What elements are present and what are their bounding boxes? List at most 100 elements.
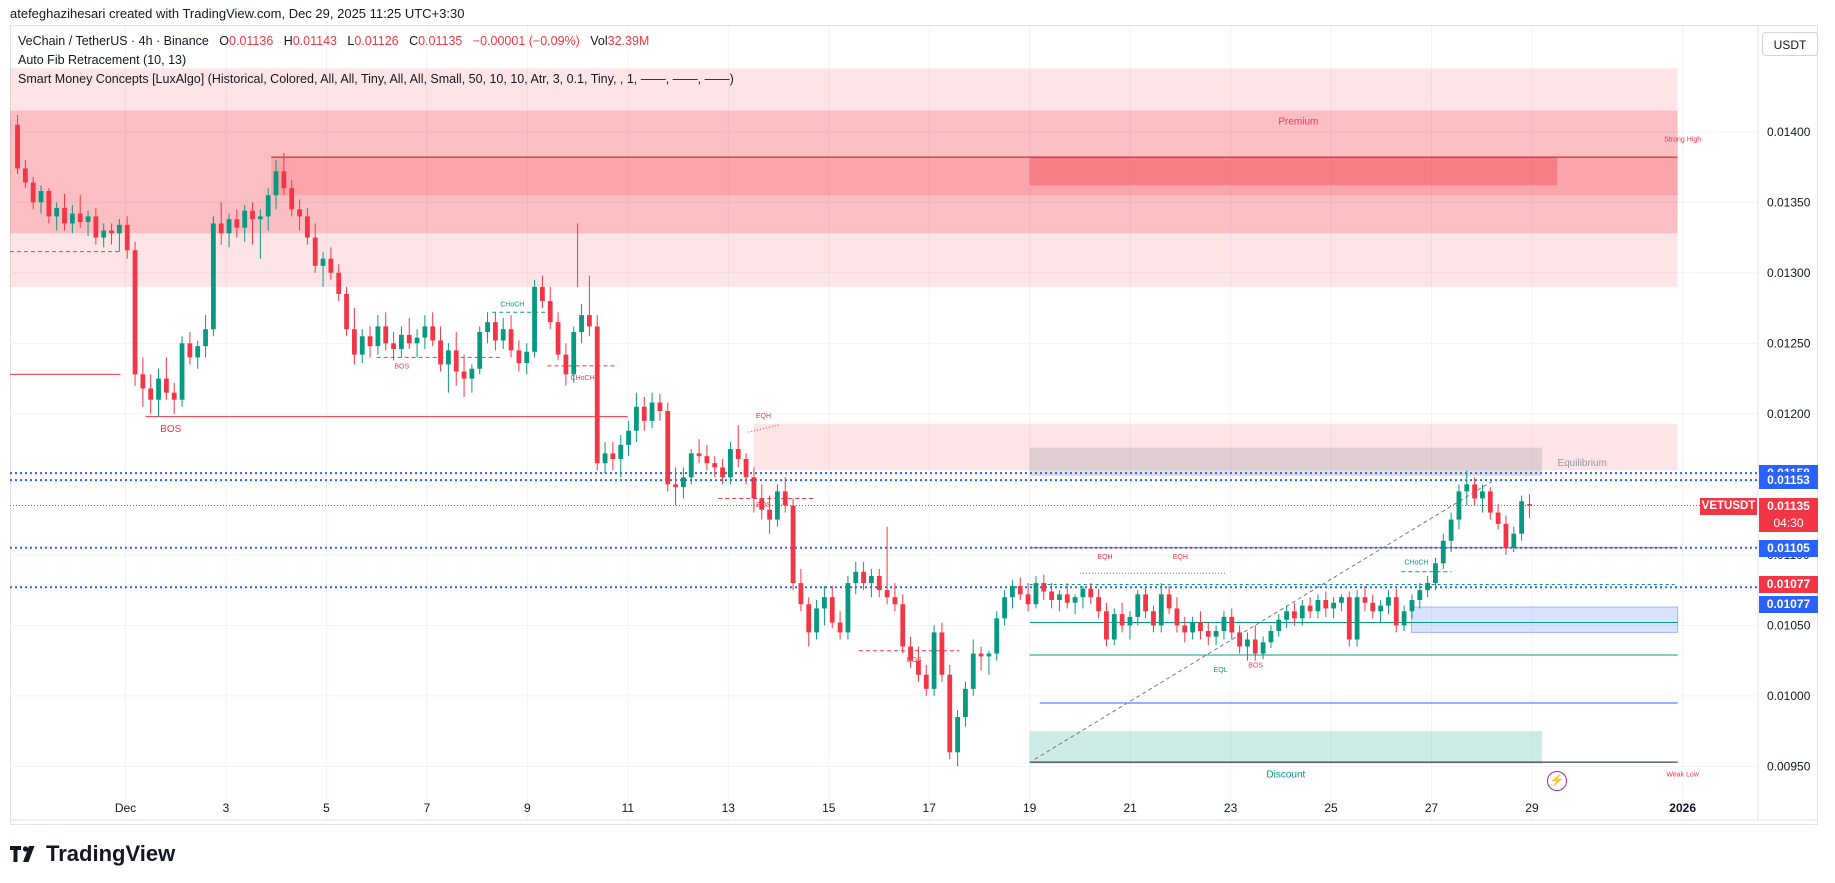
candle-body — [1362, 597, 1368, 603]
candle-body — [908, 646, 913, 661]
candle-body — [273, 171, 279, 196]
candle-body — [626, 430, 631, 445]
candle-body — [681, 477, 686, 488]
smc-label: Strong High — [1664, 137, 1701, 144]
demand-block — [1410, 606, 1679, 633]
candle-body — [916, 660, 921, 675]
close-label: C — [409, 34, 419, 48]
premium-core — [1029, 157, 1558, 186]
candle-body — [610, 453, 616, 459]
price-tick-label: 0.01200 — [1767, 407, 1811, 421]
candle-body — [587, 315, 592, 327]
indicator-smc[interactable]: Smart Money Concepts [LuxAlgo] (Historic… — [18, 72, 734, 86]
candle-body — [1049, 591, 1054, 600]
candle-body — [1205, 631, 1211, 637]
candle-body — [1315, 599, 1321, 612]
time-tick-label: 9 — [524, 801, 531, 815]
candle-body — [1323, 599, 1329, 609]
fib-trend-line — [1034, 481, 1493, 760]
low-label: L — [347, 34, 355, 48]
zone-label: Premium — [1278, 117, 1318, 128]
low-value: 0.01126 — [354, 34, 399, 48]
supply-block — [10, 110, 1678, 234]
price-tick-label: 0.01350 — [1767, 195, 1811, 209]
symbol-title[interactable]: VeChain / TetherUS · 4h · Binance — [18, 34, 209, 48]
candle-body — [782, 491, 788, 506]
candle-body — [1284, 611, 1290, 620]
open-label: O — [219, 34, 230, 48]
candle-body — [1339, 597, 1344, 603]
open-value: 0.01136 — [229, 34, 274, 48]
candle-body — [688, 453, 694, 478]
candle-body — [1158, 594, 1164, 626]
zone-label: Equilibrium — [1557, 458, 1606, 469]
candle-body — [516, 350, 522, 364]
candle-body — [720, 467, 725, 478]
candle-body — [947, 674, 953, 753]
candle-body — [500, 329, 506, 341]
candle-body — [555, 322, 561, 355]
candles — [15, 114, 1532, 767]
candle-body — [492, 322, 498, 341]
candle-body — [383, 326, 389, 344]
candle-body — [970, 653, 976, 689]
candle-body — [93, 216, 99, 238]
candle-body — [790, 505, 796, 584]
annotations: Premium Equilibrium Discount Strong High Wea… — [160, 117, 1701, 781]
smc-label: CHoCH — [1404, 560, 1428, 567]
candle-body — [861, 571, 866, 584]
smc-label: EQL — [1214, 667, 1228, 674]
axis-price-tag: 0.01105 — [1759, 539, 1818, 557]
candle-body — [704, 456, 710, 464]
indicator-fib[interactable]: Auto Fib Retracement (10, 13) — [18, 53, 187, 67]
candle-body — [1033, 583, 1039, 605]
candle-body — [1190, 622, 1196, 633]
candle-body — [524, 351, 530, 364]
candle-body — [320, 258, 326, 266]
candle-body — [900, 604, 906, 647]
candle-body — [618, 444, 624, 459]
candle-body — [751, 477, 757, 499]
candle-body — [806, 604, 812, 633]
candle-body — [1472, 484, 1478, 499]
candle-body — [1096, 597, 1101, 612]
time-tick-label: 21 — [1123, 801, 1137, 815]
candle-body — [1229, 616, 1235, 633]
candle-body — [1401, 611, 1407, 626]
candle-body — [1433, 563, 1438, 584]
lightning-icon[interactable]: ⚡ — [1547, 771, 1567, 791]
candle-body — [453, 350, 459, 372]
candle-body — [1017, 585, 1023, 595]
candle-body — [1346, 597, 1352, 640]
price-tick-label: 0.01400 — [1767, 125, 1811, 139]
equilibrium-zone — [1029, 447, 1543, 476]
price-tick-label: 0.01250 — [1767, 336, 1811, 350]
candle-body — [304, 216, 310, 238]
time-tick-label: 17 — [923, 801, 937, 815]
candle-body — [923, 674, 929, 689]
currency-selector[interactable]: USDT — [1762, 32, 1818, 56]
change-value: −0.00001 (−0.09%) — [472, 34, 580, 48]
candle-body — [798, 583, 804, 605]
candle-body — [148, 388, 154, 400]
candle-body — [359, 336, 365, 355]
tradingview-logo[interactable]: TradingView — [10, 841, 175, 867]
time-tick-label: 25 — [1324, 801, 1338, 815]
candle-body — [1252, 639, 1258, 654]
candle-body — [869, 576, 874, 584]
candle-body — [649, 402, 655, 421]
candle-body — [547, 301, 553, 323]
candle-body — [1119, 614, 1125, 626]
volume-value: 32.39M — [607, 34, 650, 48]
candle-body — [257, 216, 263, 220]
smc-label: CHoCH — [500, 302, 524, 309]
candle-body — [124, 224, 130, 251]
candle-body — [140, 374, 146, 389]
chart-credit: atefeghazihesari created with TradingVie… — [10, 6, 465, 21]
candle-body — [1511, 533, 1517, 548]
zone-label: Discount — [1266, 770, 1305, 781]
candle-body — [438, 340, 443, 365]
candle-body — [743, 458, 749, 478]
candle-body — [312, 237, 318, 266]
